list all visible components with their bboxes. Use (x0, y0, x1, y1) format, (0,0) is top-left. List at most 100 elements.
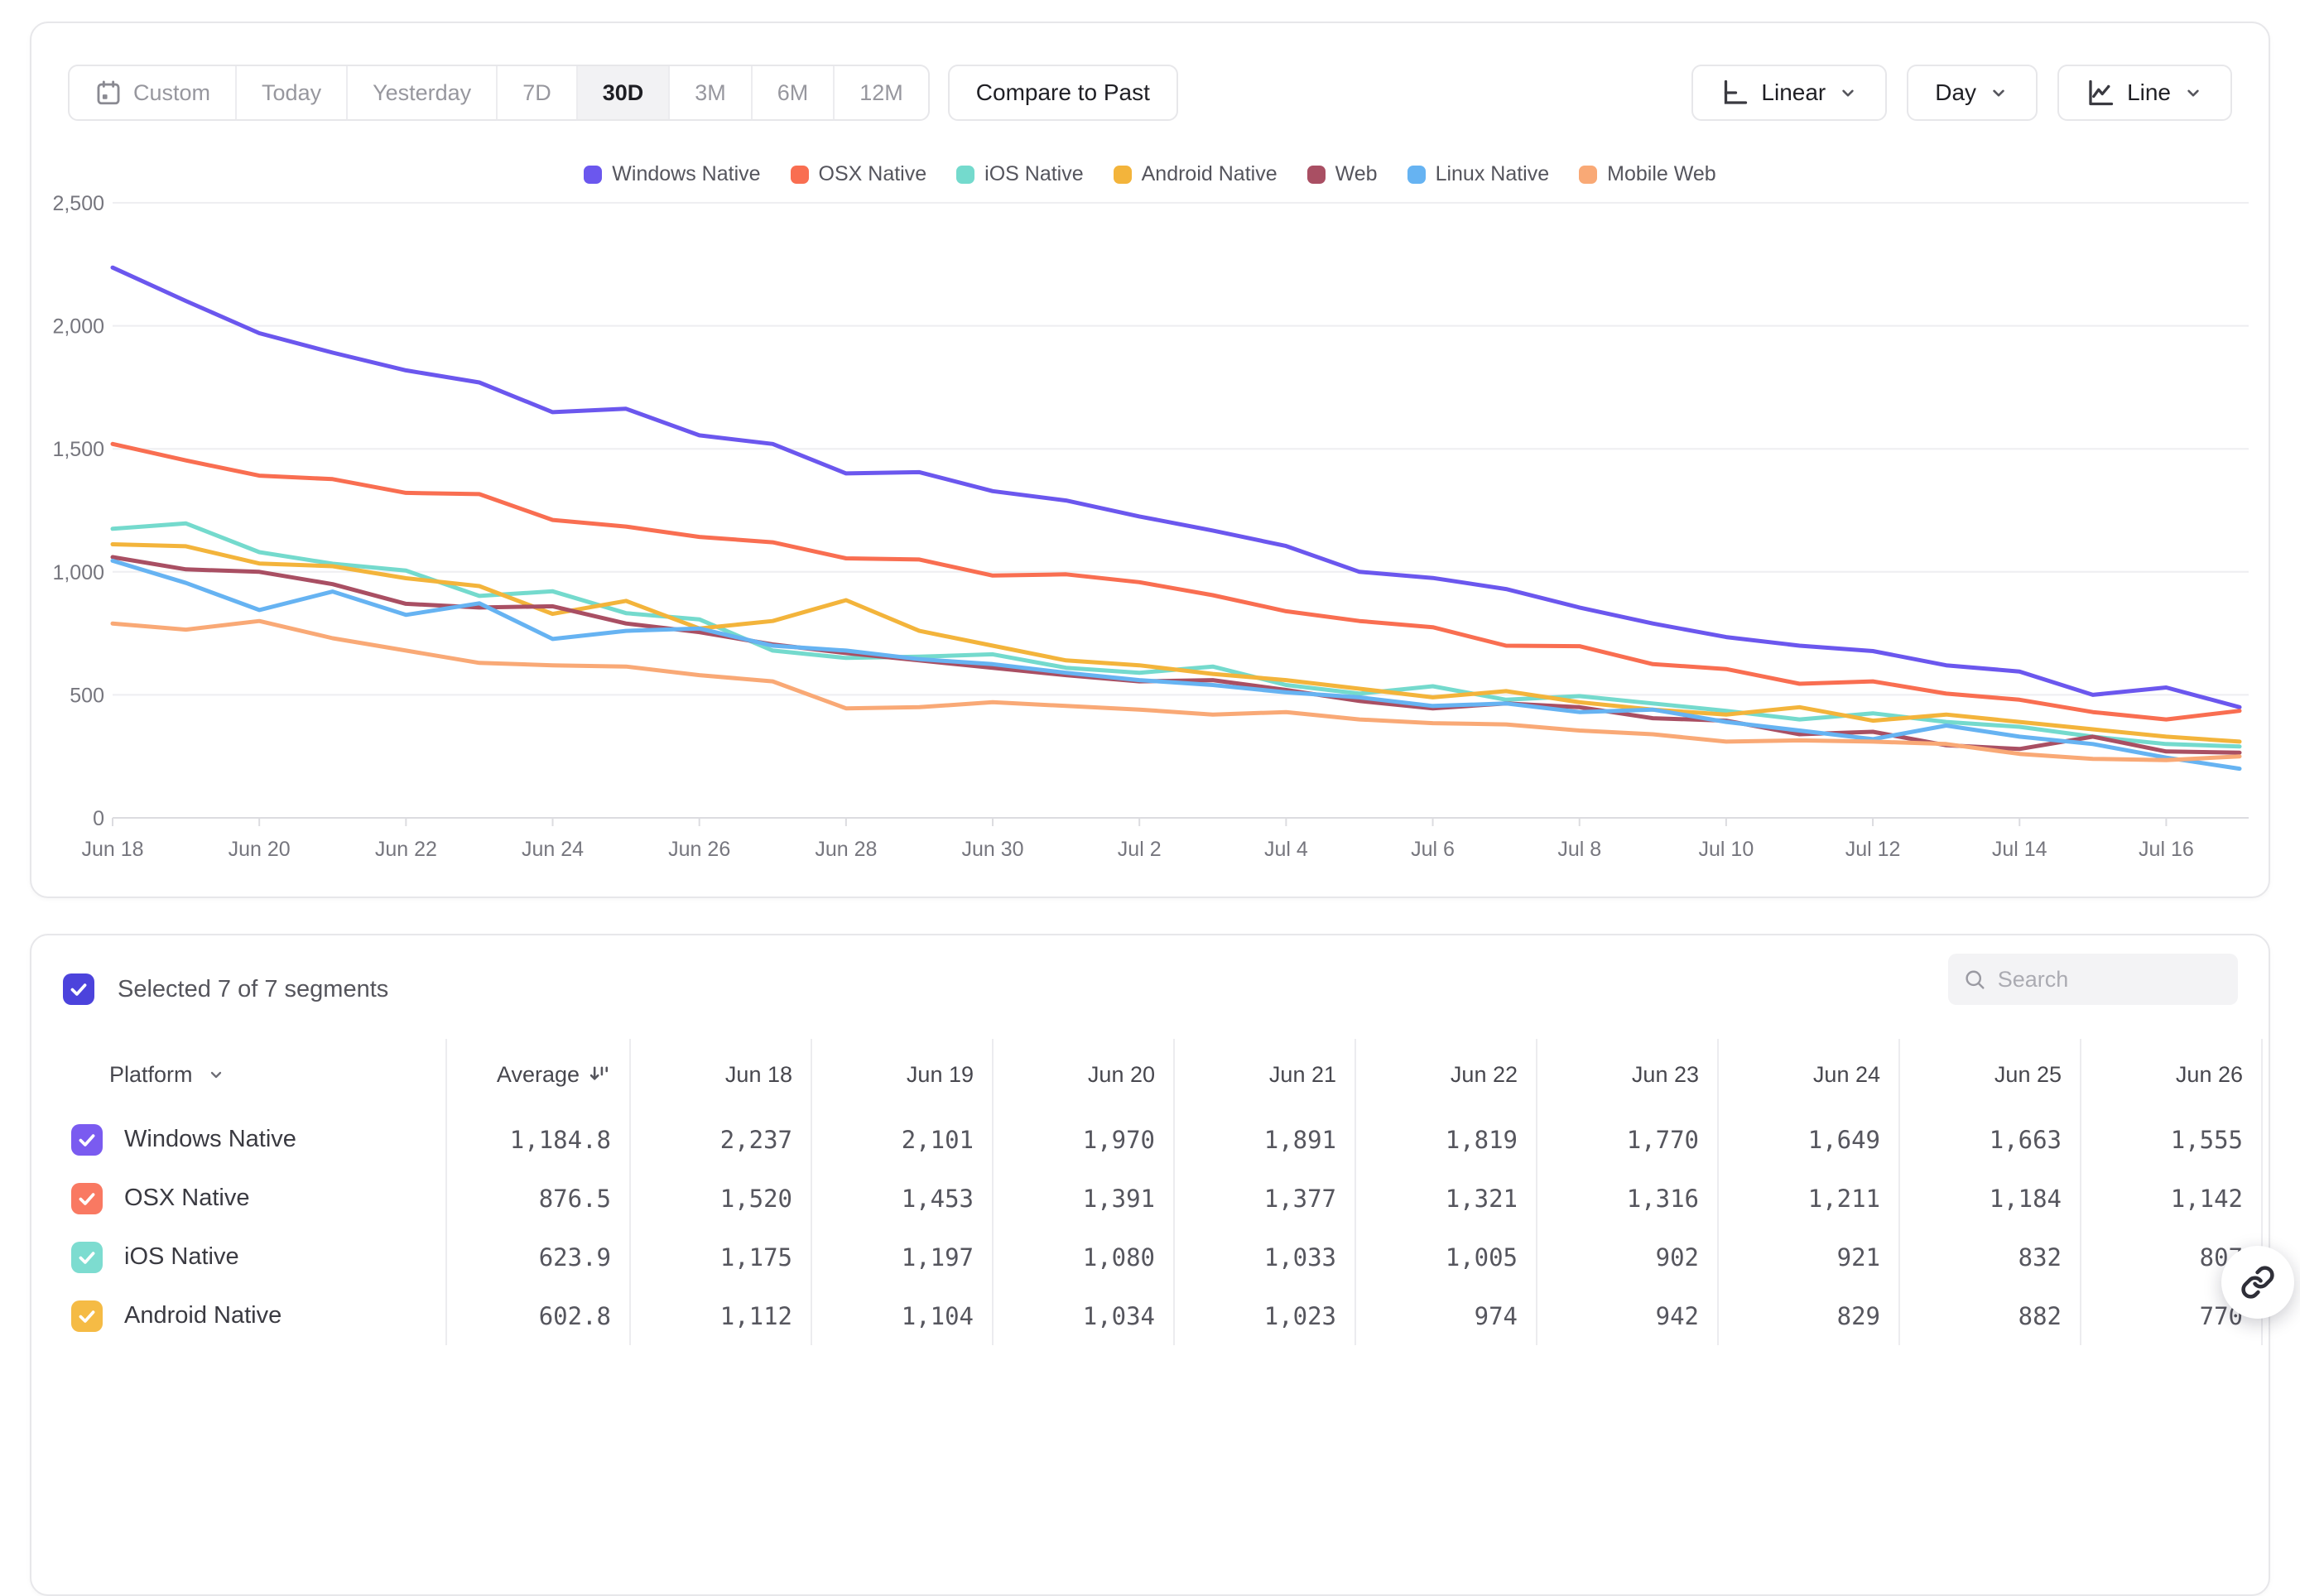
selected-summary: Selected 7 of 7 segments (118, 975, 389, 1002)
value-cell: 1,970 (992, 1110, 1173, 1169)
svg-text:Jul 12: Jul 12 (1845, 838, 1901, 861)
legend-item-windows-native[interactable]: Windows Native (584, 162, 761, 186)
check-icon (79, 1251, 95, 1264)
segments-header: Selected 7 of 7 segments (31, 935, 2269, 1035)
column-header-date: Jun 18 (629, 1039, 811, 1110)
row-checkbox[interactable] (71, 1300, 103, 1332)
value-cell: 1,316 (1536, 1169, 1717, 1228)
range-item-custom[interactable]: Custom (70, 66, 238, 119)
legend-color-chip (1306, 165, 1326, 184)
value-cell: 1,112 (629, 1286, 811, 1345)
compare-to-past-button[interactable]: Compare to Past (947, 65, 1178, 121)
range-item-12m[interactable]: 12M (835, 66, 928, 119)
value-cell: 1,033 (1173, 1228, 1354, 1286)
range-item-yesterday[interactable]: Yesterday (348, 66, 498, 119)
row-checkbox[interactable] (71, 1241, 103, 1273)
value-cell: 1,184 (1898, 1169, 2080, 1228)
value-cell: 1,005 (1354, 1228, 1536, 1286)
value-cell: 1,649 (1717, 1110, 1898, 1169)
value-cell: 882 (1898, 1286, 2080, 1345)
svg-text:Jul 16: Jul 16 (2139, 838, 2194, 861)
search-input[interactable] (1997, 966, 2223, 993)
value-cell: 1,142 (2080, 1169, 2261, 1228)
svg-text:Jul 8: Jul 8 (1557, 838, 1601, 861)
legend-item-osx-native[interactable]: OSX Native (790, 162, 926, 186)
axis-scale-icon (1725, 79, 1748, 104)
value-cell: 1,321 (1354, 1169, 1536, 1228)
legend-item-ios-native[interactable]: iOS Native (956, 162, 1084, 186)
average-cell: 1,184.8 (445, 1110, 629, 1169)
svg-text:Jun 22: Jun 22 (375, 838, 437, 861)
svg-text:0: 0 (93, 807, 104, 830)
chart-type-dropdown-label: Line (2127, 79, 2171, 105)
chart-type-dropdown[interactable]: Line (2057, 65, 2232, 121)
legend-item-android-native[interactable]: Android Native (1113, 162, 1278, 186)
value-cell: 1,080 (992, 1228, 1173, 1286)
link-icon (2241, 1266, 2274, 1299)
interval-dropdown[interactable]: Day (1907, 65, 2038, 121)
legend-item-mobile-web[interactable]: Mobile Web (1579, 162, 1716, 186)
value-cell: 1,391 (992, 1169, 1173, 1228)
column-header-average[interactable]: Average (445, 1039, 629, 1110)
value-cell: 921 (1717, 1228, 1898, 1286)
range-item-7d[interactable]: 7D (498, 66, 578, 119)
scale-dropdown[interactable]: Linear (1691, 65, 1888, 121)
series-line-windows-native[interactable] (110, 265, 2242, 709)
series-line-osx-native[interactable] (110, 441, 2242, 722)
column-header-next (2261, 1039, 2272, 1110)
chevron-down-icon (2187, 89, 2199, 97)
range-item-30d[interactable]: 30D (577, 66, 671, 119)
row-checkbox[interactable] (71, 1182, 103, 1214)
sort-descending-icon (589, 1066, 609, 1080)
value-cell: 1,663 (1898, 1110, 2080, 1169)
svg-text:Jul 2: Jul 2 (1118, 838, 1162, 861)
check-icon (79, 1133, 95, 1147)
svg-text:Jul 14: Jul 14 (1992, 838, 2047, 861)
column-header-date: Jun 24 (1717, 1039, 1898, 1110)
value-cell: 1,555 (2080, 1110, 2261, 1169)
value-cell: 1,891 (1173, 1110, 1354, 1169)
legend-color-chip (956, 165, 975, 184)
legend-color-chip (584, 165, 603, 184)
value-cell: 974 (1354, 1286, 1536, 1345)
value-cell: 1,197 (811, 1228, 992, 1286)
series-line-mobile-web[interactable] (110, 618, 2242, 762)
range-item-3m[interactable]: 3M (670, 66, 753, 119)
legend-item-linux-native[interactable]: Linux Native (1407, 162, 1549, 186)
legend-label: Mobile Web (1607, 162, 1716, 185)
range-item-6m[interactable]: 6M (753, 66, 835, 119)
series-line-android-native[interactable] (110, 542, 2242, 744)
legend-label: iOS Native (984, 162, 1084, 185)
table-header-row: Platform Average Jun 18 Jun 19 Jun 20 Jun 21 J… (31, 1039, 2269, 1110)
svg-text:Jul 4: Jul 4 (1264, 838, 1308, 861)
legend-item-web[interactable]: Web (1306, 162, 1378, 186)
row-checkbox[interactable] (71, 1123, 103, 1156)
value-cell: 1,175 (629, 1228, 811, 1286)
share-link-fab[interactable] (2221, 1246, 2294, 1319)
select-all-checkbox[interactable] (63, 973, 94, 1005)
column-header-date: Jun 23 (1536, 1039, 1717, 1110)
table-row-ios-native: iOS Native 623.9 1,175 1,197 1,080 1,033 1,005… (31, 1228, 2269, 1286)
range-item-today[interactable]: Today (237, 66, 349, 119)
line-chart-icon (2089, 79, 2114, 106)
svg-text:500: 500 (70, 684, 104, 707)
calendar-icon (97, 80, 120, 105)
svg-text:Jul 6: Jul 6 (1411, 838, 1455, 861)
series-line-linux-native[interactable] (110, 558, 2242, 772)
column-header-date: Jun 21 (1173, 1039, 1354, 1110)
chevron-down-icon (1842, 89, 1854, 97)
svg-text:Jun 24: Jun 24 (522, 838, 584, 861)
range-item-label: 3M (695, 79, 726, 105)
legend-color-chip (1579, 165, 1598, 184)
column-header-platform[interactable]: Platform (31, 1039, 445, 1110)
chart-canvas[interactable]: 0 500 1,000 1,500 2,000 2,500 Jun 18 Jun 20 Jun … (31, 23, 2272, 900)
chart-toolbar: Custom Today Yesterday 7D 30D 3M 6M 12M Compare… (68, 65, 2232, 121)
column-header-date: Jun 22 (1354, 1039, 1536, 1110)
interval-dropdown-label: Day (1935, 79, 1977, 105)
svg-text:1,500: 1,500 (52, 438, 104, 461)
column-header-date: Jun 19 (811, 1039, 992, 1110)
value-cell: 1,819 (1354, 1110, 1536, 1169)
platform-label: OSX Native (124, 1185, 250, 1211)
value-cell: 1,520 (629, 1169, 811, 1228)
svg-text:1,000: 1,000 (52, 561, 104, 584)
